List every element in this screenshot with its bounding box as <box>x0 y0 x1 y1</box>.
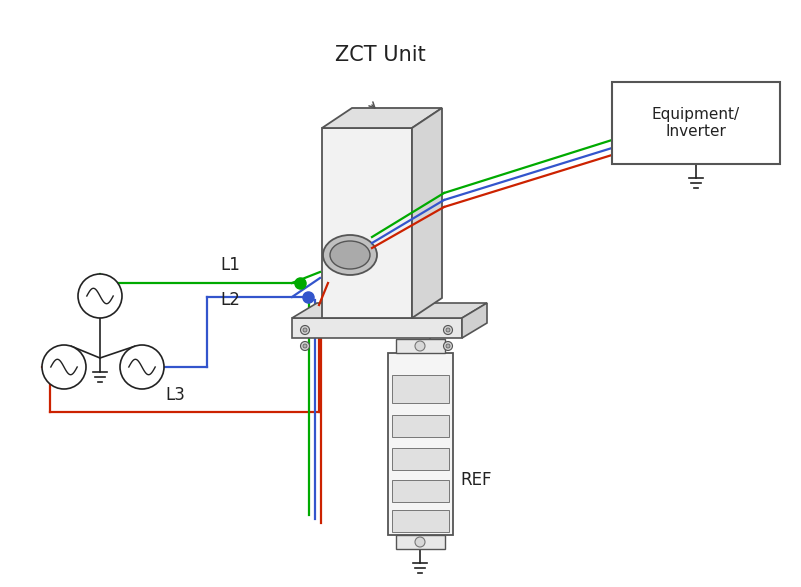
Polygon shape <box>462 303 487 338</box>
Circle shape <box>303 344 307 348</box>
Circle shape <box>120 345 164 389</box>
Text: L2: L2 <box>220 291 239 309</box>
Polygon shape <box>292 318 462 338</box>
Text: L3: L3 <box>165 386 185 404</box>
Bar <box>396 339 445 353</box>
Circle shape <box>415 537 425 547</box>
Polygon shape <box>292 303 487 318</box>
Bar <box>392 375 449 403</box>
Text: Equipment/
Inverter: Equipment/ Inverter <box>652 107 740 139</box>
Bar <box>396 535 445 549</box>
Ellipse shape <box>330 241 370 269</box>
Bar <box>392 448 449 470</box>
Polygon shape <box>412 108 442 318</box>
Circle shape <box>303 328 307 332</box>
Bar <box>612 82 780 164</box>
Circle shape <box>446 344 450 348</box>
Ellipse shape <box>323 235 377 275</box>
Circle shape <box>300 342 309 350</box>
Circle shape <box>444 342 453 350</box>
Text: ZCT Unit: ZCT Unit <box>335 45 425 65</box>
Circle shape <box>446 328 450 332</box>
Circle shape <box>415 341 425 351</box>
Text: L1: L1 <box>220 256 239 274</box>
Circle shape <box>444 326 453 335</box>
Bar <box>388 353 453 535</box>
Bar <box>392 480 449 502</box>
Circle shape <box>300 326 309 335</box>
Text: REF: REF <box>461 471 492 489</box>
Bar <box>392 510 449 532</box>
Bar <box>392 415 449 437</box>
Circle shape <box>78 274 122 318</box>
Circle shape <box>42 345 86 389</box>
Polygon shape <box>322 108 442 128</box>
Polygon shape <box>322 128 412 318</box>
